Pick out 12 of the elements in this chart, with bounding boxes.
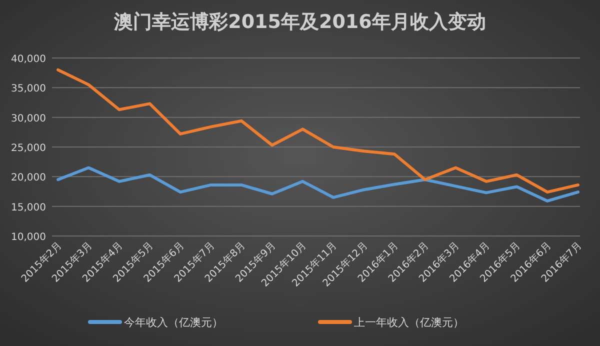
legend-label: 今年收入（亿澳元） [124, 316, 223, 329]
y-tick-label: 20,000 [11, 172, 46, 184]
chart-title: 澳门幸运博彩2015年及2016年月收入变动 [113, 11, 486, 33]
y-tick-label: 30,000 [11, 113, 46, 124]
y-tick-label: 40,000 [11, 54, 46, 65]
y-tick-label: 25,000 [11, 143, 46, 154]
y-tick-label: 35,000 [11, 84, 46, 95]
line-series [56, 68, 580, 194]
y-tick-label: 15,000 [11, 202, 46, 214]
y-tick-label: 10,000 [11, 232, 46, 243]
legend-label: 上一年收入（亿澳元） [354, 316, 464, 329]
line-series [56, 166, 580, 202]
